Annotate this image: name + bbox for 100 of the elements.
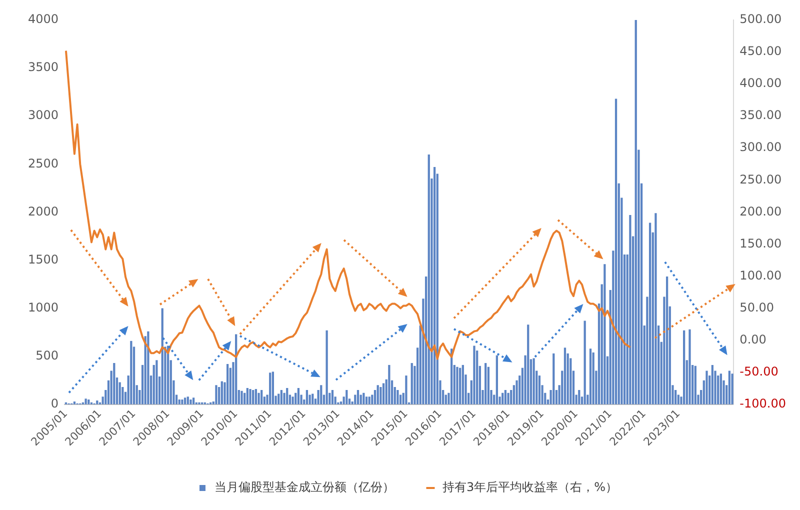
bar <box>410 363 413 404</box>
bar <box>683 330 686 404</box>
bar <box>184 398 186 404</box>
bar <box>362 392 365 404</box>
bar <box>388 364 390 404</box>
bar <box>260 390 263 404</box>
bar <box>246 388 248 404</box>
bar <box>629 215 632 404</box>
legend-label: 当月偏股型基金成立份额（亿份） <box>214 480 394 494</box>
bar <box>190 400 192 404</box>
bar <box>428 154 430 404</box>
bar <box>654 213 657 404</box>
y-tick-label: 500 <box>36 348 59 362</box>
bar <box>527 324 530 404</box>
bar <box>326 330 328 404</box>
bar <box>666 276 668 404</box>
y2-tick-label: 350.00 <box>740 108 782 122</box>
bar <box>564 348 566 404</box>
bar <box>181 400 184 404</box>
bar <box>252 390 254 404</box>
bar <box>186 396 189 404</box>
bar <box>396 390 399 404</box>
bar <box>254 388 257 404</box>
bar <box>706 370 708 404</box>
bar <box>484 363 487 404</box>
bar <box>368 396 370 404</box>
bar <box>280 390 283 404</box>
bar <box>720 374 722 404</box>
bar <box>507 392 510 404</box>
y-tick-label: 0 <box>50 396 59 410</box>
y-tick-label: 3000 <box>28 108 59 122</box>
y-tick-label: 1500 <box>28 252 59 266</box>
bar <box>240 390 243 404</box>
bar <box>459 368 462 404</box>
y-tick-label: 3500 <box>28 60 59 74</box>
y2-tick-label: 450.00 <box>740 44 782 58</box>
bar <box>688 329 691 404</box>
bar <box>220 381 223 404</box>
bar <box>405 376 408 404</box>
bar <box>249 388 252 404</box>
bar <box>130 340 132 404</box>
bar <box>346 390 348 404</box>
bar <box>502 392 504 404</box>
bar <box>235 334 238 404</box>
bar <box>648 222 652 404</box>
bar <box>584 320 586 404</box>
bar <box>496 355 498 404</box>
bar <box>226 364 229 404</box>
y2-tick-label: 300.00 <box>740 140 782 154</box>
y2-tick-label: -50.00 <box>740 364 778 378</box>
y2-tick-label: 250.00 <box>740 172 782 186</box>
y2-tick-label: -100.00 <box>740 396 786 410</box>
bar <box>192 398 195 404</box>
bar <box>380 387 382 404</box>
bar <box>694 366 696 404</box>
y2-tick-label: 400.00 <box>740 76 782 90</box>
bar <box>552 353 555 404</box>
y-tick-label: 2000 <box>28 204 59 218</box>
bar <box>376 385 379 404</box>
bar <box>614 98 618 404</box>
bar <box>156 360 158 404</box>
bar <box>731 374 734 404</box>
bar <box>728 370 730 404</box>
bar <box>258 392 260 404</box>
bar <box>320 385 322 404</box>
bar <box>382 383 385 404</box>
bar <box>331 390 334 404</box>
bar <box>269 372 272 404</box>
bar <box>433 167 436 404</box>
bar <box>634 20 637 404</box>
bar <box>578 390 580 404</box>
bar <box>504 390 506 404</box>
bar <box>456 366 458 404</box>
y2-tick-label: 100.00 <box>740 268 782 282</box>
y2-tick-label: 150.00 <box>740 236 782 250</box>
y-tick-label: 4000 <box>28 12 59 26</box>
bar <box>592 352 594 404</box>
bar <box>356 390 360 404</box>
bar <box>589 348 592 404</box>
bar <box>462 364 464 404</box>
bar <box>532 358 535 404</box>
bar <box>473 346 476 404</box>
bar <box>604 264 606 404</box>
y-tick-label: 1000 <box>28 300 59 314</box>
bar <box>306 390 308 404</box>
bar <box>286 388 288 404</box>
y2-tick-label: 50.00 <box>740 300 774 314</box>
bar <box>365 396 368 404</box>
bar <box>215 385 218 404</box>
bar <box>113 363 116 404</box>
y2-tick-label: 500.00 <box>740 12 782 26</box>
bar <box>272 372 274 404</box>
y-tick-label: 2500 <box>28 156 59 170</box>
bar <box>487 366 490 404</box>
bar <box>84 398 87 404</box>
bar <box>297 388 300 404</box>
bar <box>711 364 714 404</box>
y2-tick-label: 0.00 <box>740 332 766 346</box>
bar <box>292 396 294 404</box>
legend-label: 持有3年后平均收益率（右，%） <box>442 480 618 494</box>
